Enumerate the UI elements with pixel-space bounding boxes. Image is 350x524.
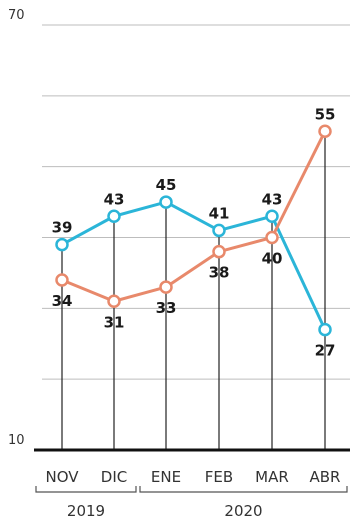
data-label: 40: [262, 250, 283, 268]
year-bracket: [35, 486, 137, 493]
x-tick-label: ABR: [310, 468, 341, 486]
series-line-0: [61, 200, 327, 331]
data-label: 27: [315, 342, 336, 360]
y-tick-labels: 10 70: [8, 8, 25, 448]
y-tick-label: 70: [8, 8, 25, 23]
data-labels: 39 34 43 31 45 33 41 38 43 40 27 55: [52, 105, 336, 359]
data-point: [265, 230, 279, 245]
data-point: [159, 280, 173, 294]
data-point: [159, 195, 173, 209]
data-label: 33: [156, 299, 177, 317]
gridlines: [42, 24, 350, 380]
x-tick-label: ENE: [151, 468, 181, 486]
series-group: [55, 124, 332, 337]
data-point: [212, 244, 226, 259]
year-label: 2020: [224, 502, 262, 520]
data-label: 38: [209, 264, 230, 282]
x-tick-label: FEB: [205, 468, 233, 486]
series-line-1: [61, 130, 327, 303]
data-label: 41: [209, 204, 230, 222]
year-label: 2019: [67, 502, 105, 520]
data-label: 34: [52, 292, 73, 310]
x-tick-label: NOV: [45, 468, 79, 486]
data-point: [55, 237, 69, 252]
data-label: 39: [52, 219, 73, 237]
year-bracket: [139, 486, 348, 493]
year-brackets: 2019 2020: [35, 486, 348, 520]
data-point: [55, 273, 69, 287]
data-label: 31: [104, 313, 125, 331]
x-tick-label: DIC: [101, 468, 127, 486]
data-label: 43: [262, 190, 283, 208]
data-point: [212, 223, 226, 238]
data-point: [318, 124, 332, 138]
data-point: [107, 209, 121, 223]
data-point: [265, 209, 279, 223]
data-label: 45: [156, 176, 177, 194]
data-point: [318, 322, 332, 337]
drop-lines: [61, 131, 326, 450]
y-tick-label: 10: [8, 433, 25, 448]
x-tick-labels: NOV DIC ENE FEB MAR ABR: [45, 468, 340, 486]
data-label: 43: [104, 190, 125, 208]
data-point: [107, 294, 121, 308]
x-tick-label: MAR: [255, 468, 289, 486]
data-label: 55: [315, 105, 336, 123]
